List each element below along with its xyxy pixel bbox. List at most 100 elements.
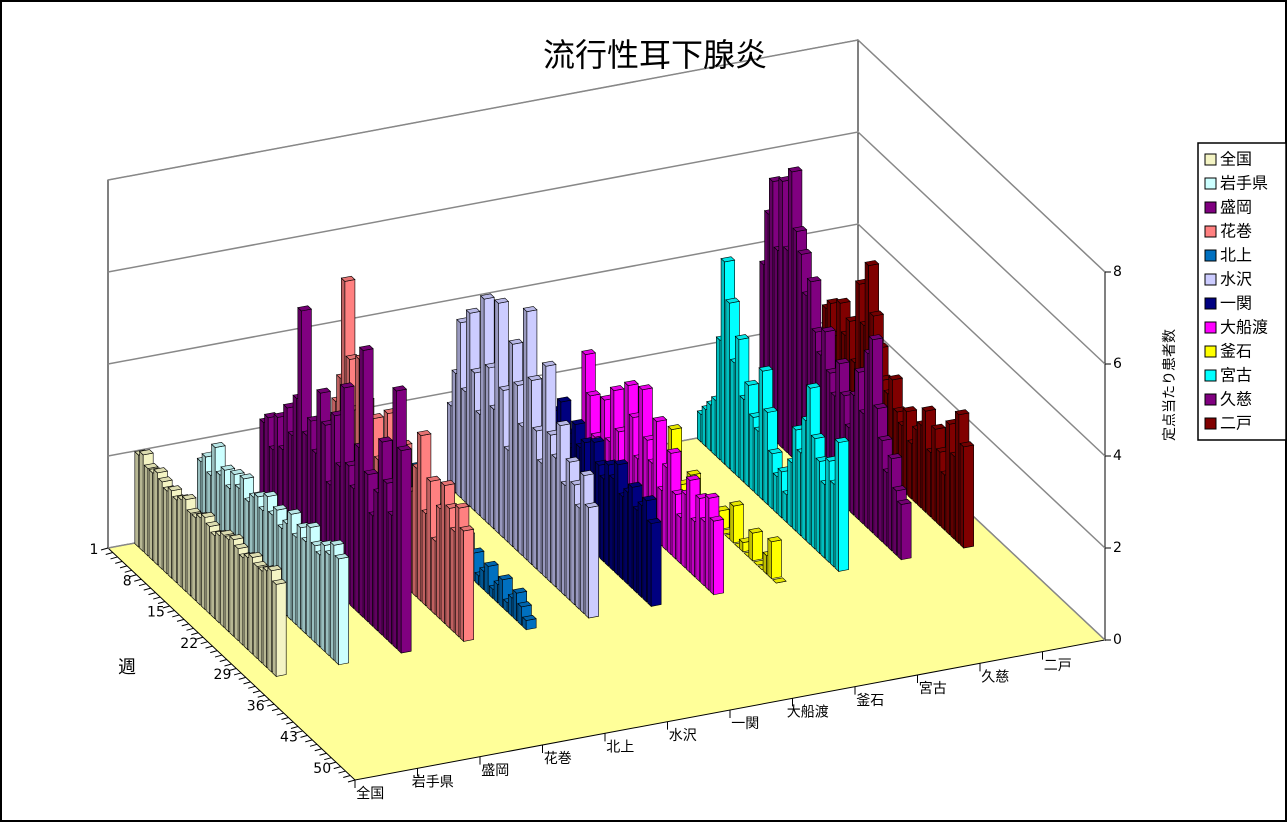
bar-top: [454, 502, 470, 509]
bar-top: [896, 498, 912, 505]
bar-side: [618, 492, 623, 581]
bar-side: [485, 363, 490, 526]
bar-top: [805, 382, 821, 389]
bar-side: [744, 381, 749, 488]
x-tick: [119, 565, 128, 569]
bar-top: [527, 374, 543, 381]
bar-side: [623, 488, 628, 585]
legend-swatch: [1204, 417, 1217, 430]
bar-side: [205, 522, 210, 615]
bar-side: [950, 452, 955, 540]
bar-side: [527, 376, 532, 566]
bar-top: [627, 481, 643, 488]
bar-side: [614, 460, 619, 576]
bar-side: [739, 395, 744, 483]
bar-top: [725, 297, 741, 304]
grid-line: [107, 131, 1106, 365]
legend-label: 二戸: [1220, 414, 1252, 433]
legend-label: 全国: [1220, 150, 1252, 169]
bar-side: [565, 458, 570, 601]
bar-side: [868, 335, 873, 534]
bar-side: [498, 575, 503, 609]
bar-side: [849, 391, 854, 516]
bar-side: [177, 495, 182, 588]
bar-side: [296, 523, 301, 630]
bar-top: [316, 387, 332, 394]
bar-side: [537, 458, 542, 575]
bar-side: [466, 309, 471, 508]
bar-top: [584, 502, 600, 509]
bar-side: [887, 454, 892, 552]
x-tick: [309, 743, 318, 747]
z-tick-label: 全国: [356, 785, 384, 802]
bar-top: [465, 307, 481, 314]
bar: [396, 445, 412, 654]
bar-side: [662, 463, 667, 551]
x-tick: [134, 578, 142, 582]
x-tick: [262, 699, 270, 703]
bar-top: [589, 436, 605, 443]
bar-top: [363, 469, 379, 475]
bar-side: [392, 386, 397, 650]
bar-top: [834, 437, 850, 443]
bar-side: [711, 396, 716, 457]
bar-top: [239, 473, 255, 480]
bar-top: [263, 491, 279, 497]
bar-top: [797, 248, 813, 255]
bar-front: [275, 582, 287, 677]
bar-top: [340, 275, 356, 282]
bar-top: [229, 534, 245, 540]
y-axis-title: 定点当たり患者数: [1162, 329, 1178, 441]
bar-side: [508, 340, 513, 548]
bar-front: [771, 539, 782, 579]
x-tick: [224, 663, 232, 667]
bar-side: [681, 490, 686, 569]
bar-top: [873, 403, 889, 409]
x-tick: [257, 694, 265, 698]
bar-side: [902, 407, 907, 496]
bar-top: [233, 543, 249, 550]
bar-side: [700, 517, 705, 587]
bar-side: [806, 384, 811, 546]
z-tick-label: 釜石: [856, 693, 884, 709]
legend-swatch: [1204, 225, 1217, 238]
legend-swatch: [1204, 201, 1217, 214]
bar-side: [451, 369, 456, 494]
bar-side: [450, 527, 455, 634]
bar-side: [940, 470, 945, 531]
bar-side: [139, 450, 144, 553]
bar-top: [720, 256, 736, 263]
bar-side: [499, 386, 504, 539]
bar-front: [963, 444, 974, 549]
bar-top: [521, 614, 537, 621]
bar-top: [930, 423, 946, 430]
bar-side: [470, 368, 475, 512]
bar-side: [907, 439, 912, 500]
bar-side: [320, 541, 325, 653]
legend-swatch: [1204, 369, 1217, 382]
x-tick: [148, 592, 156, 596]
bar-top: [921, 405, 937, 412]
bar-top: [609, 385, 625, 391]
bar-top: [377, 436, 393, 443]
z-tick-label: 久慈: [981, 670, 1009, 686]
bar-top: [272, 504, 288, 511]
bar-front: [338, 556, 349, 666]
x-tick-label: 8: [123, 573, 132, 589]
bar-top: [248, 551, 264, 558]
bar-side: [912, 425, 917, 505]
bar-top: [685, 474, 701, 481]
z-tick-label: 宮古: [919, 681, 947, 697]
bar: [709, 515, 725, 596]
bar-side: [368, 511, 373, 628]
bar-top: [210, 441, 226, 448]
x-tick: [129, 574, 137, 578]
bar-side: [604, 460, 609, 567]
bar-side: [134, 450, 139, 548]
x-tick: [143, 587, 151, 591]
bar-side: [229, 535, 234, 637]
legend-label: 水沢: [1220, 270, 1252, 289]
x-tick: [176, 618, 185, 622]
